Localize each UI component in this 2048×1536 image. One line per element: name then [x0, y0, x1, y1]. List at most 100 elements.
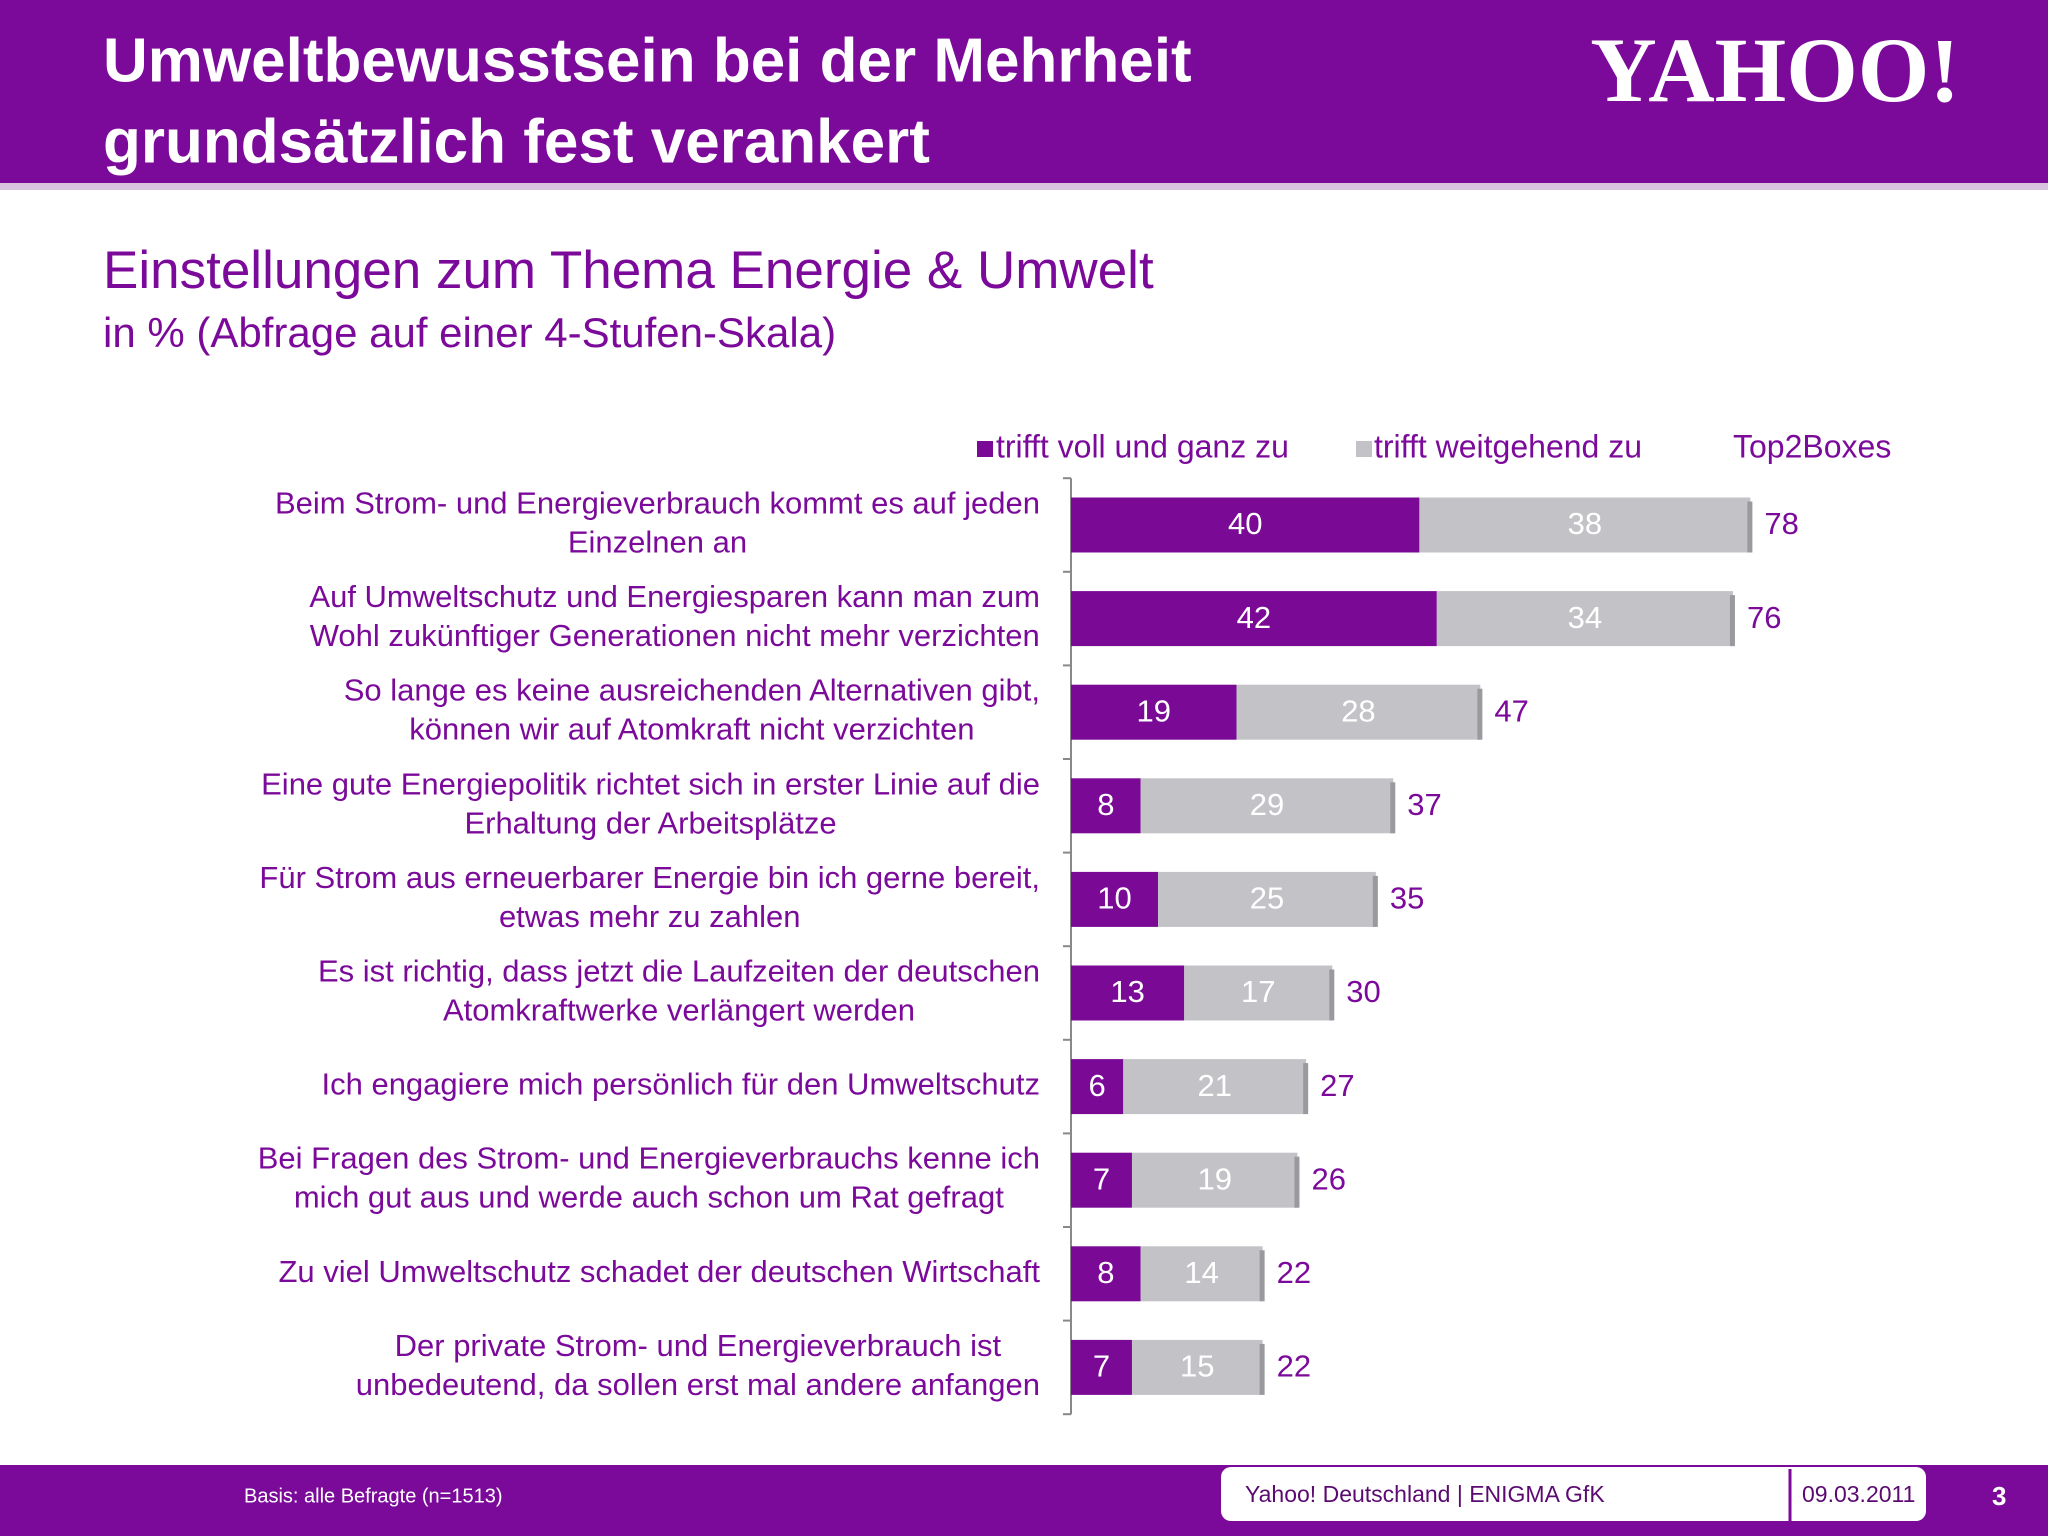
legend-swatch — [1356, 441, 1372, 457]
bar-edge — [1303, 1063, 1309, 1115]
chart-subtitle: in % (Abfrage auf einer 4-Stufen-Skala) — [103, 309, 836, 356]
legend-swatch — [977, 441, 993, 457]
category-line: können wir auf Atomkraft nicht verzichte… — [409, 712, 974, 747]
category-line: Der private Strom- und Energieverbrauch … — [395, 1328, 1002, 1363]
bar-value-label: 29 — [1250, 787, 1284, 822]
bar-value-label: 14 — [1184, 1255, 1218, 1290]
category-line: Bei Fragen des Strom- und Energieverbrau… — [258, 1141, 1040, 1176]
bar-edge — [1259, 1250, 1265, 1302]
bar-segment — [1071, 778, 1141, 834]
category-label: Auf Umweltschutz und Energiesparen kann … — [309, 579, 1040, 653]
bar-value-label: 25 — [1250, 881, 1284, 916]
bar-segment — [1071, 1152, 1132, 1208]
bar-segment — [1123, 1059, 1307, 1115]
bar-value-label: 8 — [1097, 1255, 1114, 1290]
bar-segment — [1140, 1246, 1263, 1302]
bar-segment — [1131, 1152, 1298, 1208]
category-line: unbedeutend, da sollen erst mal andere a… — [356, 1367, 1040, 1402]
footer-basis: Basis: alle Befragte (n=1513) — [244, 1485, 503, 1507]
total-label: 78 — [1764, 506, 1798, 541]
bar-value-label: 21 — [1197, 1068, 1231, 1103]
category-line: Ich engagiere mich persönlich für den Um… — [321, 1067, 1040, 1102]
bar-edge — [1477, 688, 1483, 740]
category-line: Atomkraftwerke verlängert werden — [443, 993, 915, 1028]
bar-value-label: 13 — [1110, 974, 1144, 1009]
legend-label: trifft weitgehend zu — [1374, 428, 1642, 464]
total-label: 35 — [1390, 881, 1424, 916]
bar-value-label: 19 — [1137, 693, 1171, 728]
bar-value-label: 6 — [1089, 1068, 1106, 1103]
category-label: Ich engagiere mich persönlich für den Um… — [321, 1067, 1040, 1102]
bar-value-label: 34 — [1568, 600, 1602, 635]
category-line: So lange es keine ausreichenden Alternat… — [344, 673, 1040, 708]
bar-segment — [1071, 871, 1159, 927]
category-label: Eine gute Energiepolitik richtet sich in… — [261, 766, 1040, 840]
bar-segment — [1419, 497, 1751, 553]
bar-value-label: 19 — [1197, 1161, 1231, 1196]
header-shadow — [0, 183, 2048, 190]
category-line: Für Strom aus erneuerbarer Energie bin i… — [259, 860, 1040, 895]
bar-segment — [1131, 1339, 1263, 1395]
category-label: Es ist richtig, dass jetzt die Laufzeite… — [318, 954, 1040, 1028]
bar-edge — [1729, 595, 1735, 647]
total-label: 47 — [1494, 693, 1528, 728]
category-line: Einzelnen an — [568, 525, 747, 560]
category-line: Eine gute Energiepolitik richtet sich in… — [261, 766, 1040, 801]
total-label: 22 — [1277, 1349, 1311, 1384]
bar-segment — [1436, 591, 1733, 647]
bar-edge — [1372, 875, 1378, 927]
logo: YAHOO! — [1590, 19, 1960, 121]
category-line: Es ist richtig, dass jetzt die Laufzeite… — [318, 954, 1040, 989]
bar-value-label: 7 — [1093, 1349, 1110, 1384]
total-label: 26 — [1311, 1161, 1345, 1196]
bar-segment — [1071, 591, 1437, 647]
bar-segment — [1184, 965, 1333, 1021]
category-line: Zu viel Umweltschutz schadet der deutsch… — [278, 1254, 1040, 1289]
category-label: Zu viel Umweltschutz schadet der deutsch… — [278, 1254, 1040, 1289]
bar-segment — [1158, 871, 1376, 927]
page-number: 3 — [1992, 1481, 2006, 1511]
bar-value-label: 42 — [1237, 600, 1271, 635]
total-label: 22 — [1277, 1255, 1311, 1290]
bar-value-label: 7 — [1093, 1161, 1110, 1196]
category-line: mich gut aus und werde auch schon um Rat… — [294, 1180, 1004, 1215]
footer-box — [1221, 1467, 1926, 1521]
bar-segment — [1071, 1059, 1124, 1115]
footer-date: 09.03.2011 — [1802, 1481, 1915, 1507]
bar-value-label: 28 — [1341, 693, 1375, 728]
legend-label: Top2Boxes — [1733, 428, 1891, 464]
category-label: Für Strom aus erneuerbarer Energie bin i… — [259, 860, 1040, 934]
total-label: 30 — [1346, 974, 1380, 1009]
chart-title: Einstellungen zum Thema Energie & Umwelt — [103, 241, 1154, 300]
bar-value-label: 40 — [1228, 506, 1262, 541]
header-band — [0, 0, 2048, 183]
category-line: Wohl zukünftiger Generationen nicht mehr… — [310, 618, 1040, 653]
bar-edge — [1747, 501, 1753, 553]
bar-value-label: 8 — [1097, 787, 1114, 822]
category-label: So lange es keine ausreichenden Alternat… — [344, 673, 1040, 747]
total-label: 27 — [1320, 1068, 1354, 1103]
category-line: Auf Umweltschutz und Energiesparen kann … — [309, 579, 1040, 614]
bar-segment — [1071, 1339, 1132, 1395]
total-label: 37 — [1407, 787, 1441, 822]
bar-value-label: 38 — [1568, 506, 1602, 541]
slide-title: grundsätzlich fest verankert — [103, 107, 930, 176]
category-line: Beim Strom- und Energieverbrauch kommt e… — [275, 486, 1040, 521]
bar-segment — [1071, 965, 1185, 1021]
bar-value-label: 15 — [1180, 1349, 1214, 1384]
category-label: Bei Fragen des Strom- und Energieverbrau… — [258, 1141, 1040, 1215]
legend-label: trifft voll und ganz zu — [996, 428, 1289, 464]
bar-value-label: 17 — [1241, 974, 1275, 1009]
category-line: Erhaltung der Arbeitsplätze — [464, 805, 836, 840]
category-line: etwas mehr zu zahlen — [499, 899, 801, 934]
slide-title: Umweltbewusstsein bei der Mehrheit — [103, 26, 1192, 95]
bar-edge — [1390, 782, 1396, 834]
bar-edge — [1259, 1343, 1265, 1395]
bar-edge — [1329, 969, 1335, 1021]
bar-value-label: 10 — [1097, 881, 1131, 916]
bar-segment — [1071, 1246, 1141, 1302]
category-label: Beim Strom- und Energieverbrauch kommt e… — [275, 486, 1040, 560]
footer-source: Yahoo! Deutschland | ENIGMA GfK — [1245, 1481, 1605, 1507]
total-label: 76 — [1747, 600, 1781, 635]
